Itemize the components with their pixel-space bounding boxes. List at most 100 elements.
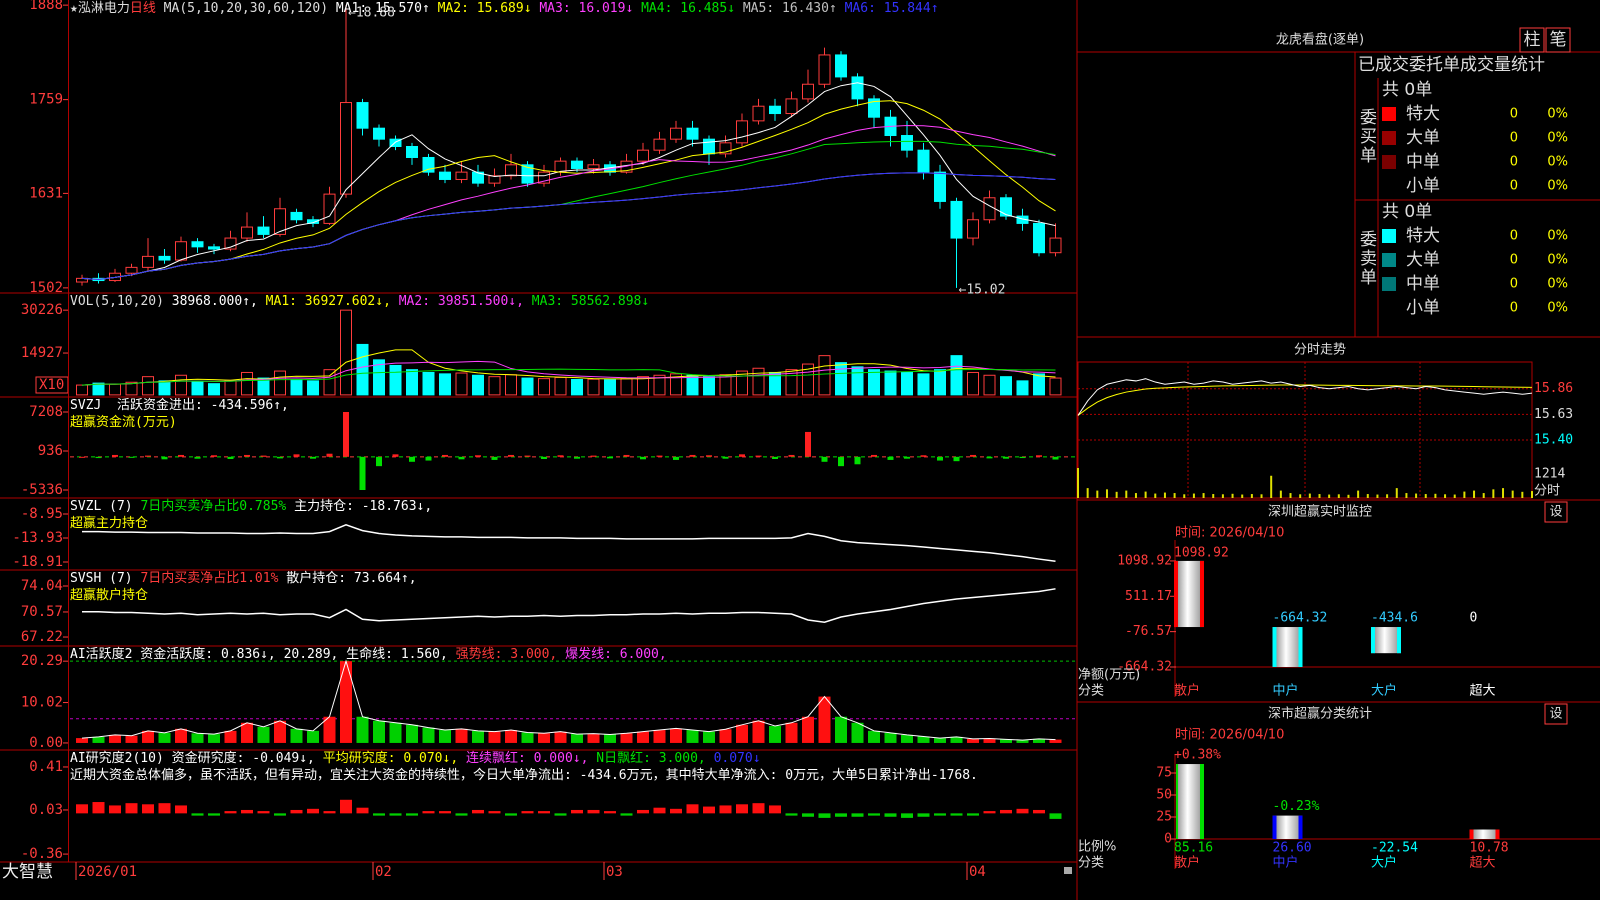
legend-item: MA(5,10,20,30,60,120) [156, 1, 336, 16]
button[interactable] [1519, 27, 1545, 53]
legend-item: 超赢主力持仓 [70, 515, 148, 531]
flow-bar [788, 454, 795, 457]
research-bar [983, 811, 996, 814]
legend-item: AI活跃度2 资金活跃度: 0.836↓, 20.289, 生命线: 1.560… [70, 646, 456, 662]
flow-bar [623, 454, 630, 457]
research-bar [307, 808, 319, 814]
row-pct: 0% [1547, 155, 1568, 170]
candle-body [323, 193, 336, 224]
row-name: 大单 [1406, 128, 1440, 148]
volume-bar [604, 379, 616, 396]
axis-label: 净额(万元) [1078, 668, 1140, 683]
y-tick-label: 0.03 [29, 802, 63, 818]
legend-item: 7日内买卖净占比0.785% [140, 498, 294, 514]
y-tick-label: 74.04 [21, 578, 63, 594]
button[interactable] [1544, 501, 1568, 523]
value-label: 26.60 [1273, 841, 1312, 856]
volume-bar [472, 374, 484, 396]
bar-edge [1298, 815, 1303, 839]
candle-body [967, 219, 979, 239]
flow-bar [821, 456, 828, 462]
volume-bar [1016, 380, 1029, 396]
candle-body [752, 105, 765, 122]
flow-bar [343, 411, 349, 457]
activity-bar [472, 730, 484, 743]
candle-body [521, 164, 534, 184]
legend: ★泓淋电力日线 MA(5,10,20,30,60,120) MA1: 15.57… [70, 1, 939, 16]
legend-item: VOL(5,10,20) [70, 294, 172, 309]
vol-label: 分时 [1534, 484, 1560, 499]
activity-bar [868, 730, 880, 743]
bar-edge [1200, 764, 1204, 839]
flow-bar [739, 454, 745, 457]
row-name: 中单 [1406, 152, 1440, 172]
row-count: 0 [1510, 301, 1518, 316]
research-bar [554, 813, 567, 816]
research-bar [587, 809, 600, 814]
research-bar [472, 809, 484, 814]
candle-body [1049, 237, 1062, 254]
button-label[interactable]: 柱 [1524, 30, 1541, 50]
y-tick-label: 67.22 [21, 629, 63, 645]
row-name: 特大 [1406, 226, 1440, 246]
activity-bar [224, 730, 237, 743]
activity-bar [769, 726, 781, 743]
activity-bar [934, 738, 946, 743]
unit-label: X10 [39, 377, 64, 393]
value-label: 85.16 [1174, 841, 1213, 856]
legend-item: N日飘红: 3.000, [596, 750, 713, 766]
volume-bar [323, 369, 336, 396]
legend-item: MA3: 16.019↓ [539, 1, 641, 16]
volume-bar [983, 374, 996, 396]
row-name: 中单 [1406, 274, 1440, 294]
button[interactable] [1544, 703, 1568, 725]
y-tick-label: 1631 [29, 185, 63, 201]
legend: AI活跃度2 资金活跃度: 0.836↓, 20.289, 生命线: 1.560… [70, 646, 667, 662]
brand: 大智慧 [2, 862, 53, 882]
candle-body [554, 160, 567, 173]
activity-bar [785, 722, 798, 743]
activity-bar [802, 716, 814, 743]
candle-body [901, 135, 913, 151]
flow-bar [112, 454, 118, 457]
y-tick-label: 1759 [29, 92, 63, 108]
research-bar [1000, 809, 1012, 814]
candle-body [587, 164, 600, 169]
button[interactable] [1545, 27, 1571, 53]
orderbook-subtitle: 已成交委托单成交量统计 [1358, 55, 1545, 75]
y-tick-label: 0.41 [29, 759, 63, 775]
value-label: 10.78 [1470, 841, 1509, 856]
button-label[interactable]: 设 [1549, 707, 1562, 722]
activity-line [81, 659, 1056, 741]
activity-bar [538, 733, 550, 743]
activity-bar [703, 731, 715, 743]
research-bar [422, 811, 435, 814]
activity-bar [752, 720, 765, 743]
candle-body [257, 226, 270, 235]
flow-bar [656, 455, 663, 457]
legend-item: 0.070↓ [714, 751, 761, 766]
activity-bar [158, 732, 171, 743]
classify-time: 时间: 2026/04/10 [1175, 728, 1284, 743]
legend-item: ★泓淋电力 [70, 1, 130, 16]
flow-bar [887, 456, 894, 460]
flow-bar [95, 456, 102, 459]
axis-label: 比例% [1078, 840, 1116, 855]
legend: SVSH (7) 7日内买卖净占比1.01% 散户持仓: 73.664↑, [70, 570, 417, 586]
category-label: 大户 [1371, 683, 1397, 699]
flow-bar [755, 455, 762, 457]
value-label: -434.6 [1371, 611, 1418, 626]
flow-bar [557, 455, 564, 457]
research-bar [521, 811, 534, 814]
side-label: 委买单 [1356, 108, 1377, 165]
flow-bar [425, 456, 432, 461]
button-label[interactable]: 笔 [1550, 30, 1567, 50]
legend-item: 强势线: 3.000, [456, 646, 565, 662]
y-tick-label: -5336 [21, 482, 63, 498]
legend-item: 38968.000↑, [172, 294, 266, 309]
activity-bar [307, 730, 319, 743]
volume-bar [76, 384, 88, 396]
volume-bar [92, 382, 105, 396]
button-label[interactable]: 设 [1549, 505, 1562, 520]
